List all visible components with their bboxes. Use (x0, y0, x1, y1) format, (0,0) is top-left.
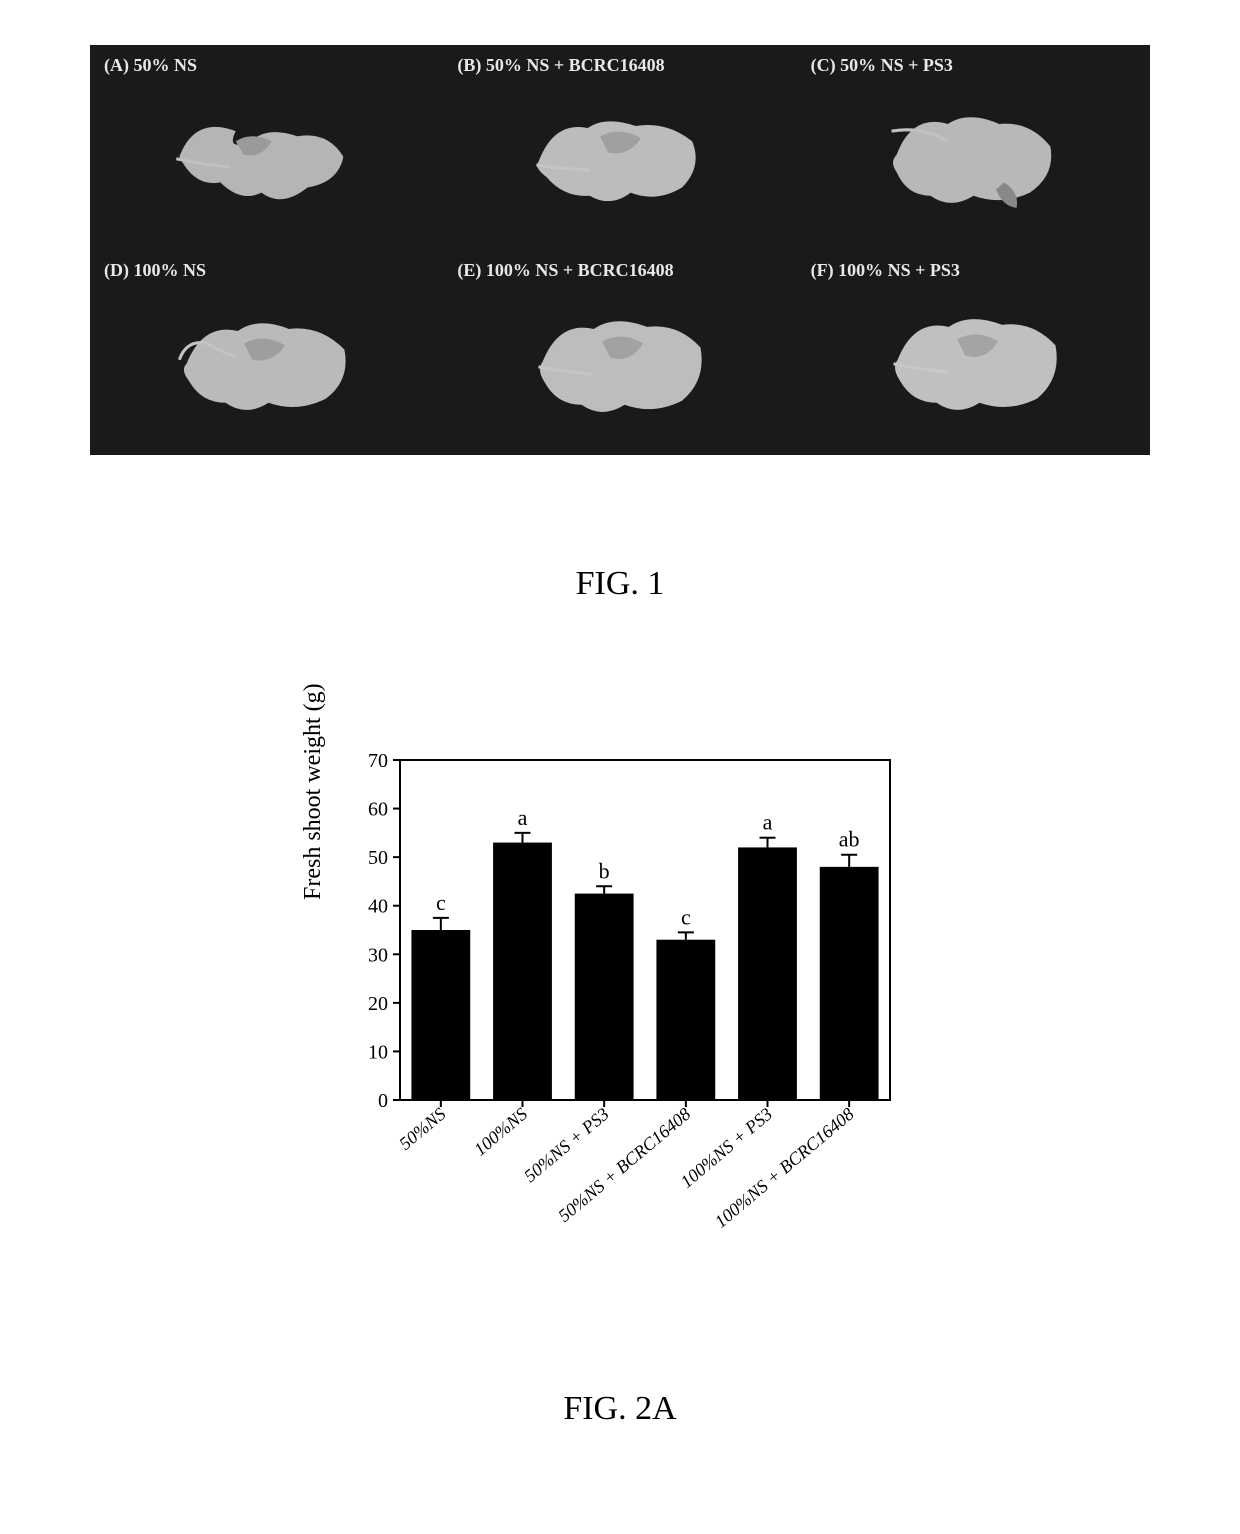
figure2a-caption: FIG. 2A (0, 1390, 1240, 1428)
panel-f-label: (F) 100% NS + PS3 (811, 260, 960, 281)
panel-e: (E) 100% NS + BCRC16408 (443, 250, 796, 455)
svg-text:100%NS: 100%NS (470, 1104, 531, 1160)
figure1-image-grid: (A) 50% NS (B) 50% NS + BCRC16408 (C) 50… (90, 45, 1150, 455)
svg-text:40: 40 (368, 896, 388, 918)
panel-e-label: (E) 100% NS + BCRC16408 (457, 260, 673, 281)
svg-text:a: a (518, 805, 528, 830)
svg-text:a: a (763, 810, 773, 835)
panel-b-label: (B) 50% NS + BCRC16408 (457, 55, 664, 76)
svg-text:10: 10 (368, 1041, 388, 1063)
figure1-caption: FIG. 1 (0, 565, 1240, 603)
panel-f: (F) 100% NS + PS3 (797, 250, 1150, 455)
y-axis-label: Fresh shoot weight (g) (300, 683, 327, 900)
svg-text:100%NS + BCRC16408: 100%NS + BCRC16408 (711, 1104, 858, 1232)
panel-a-label: (A) 50% NS (104, 55, 197, 76)
plant-photo-placeholder (134, 290, 399, 434)
svg-text:50%NS: 50%NS (395, 1104, 449, 1154)
svg-text:20: 20 (368, 993, 388, 1015)
panel-c: (C) 50% NS + PS3 (797, 45, 1150, 250)
panel-c-label: (C) 50% NS + PS3 (811, 55, 953, 76)
svg-text:c: c (681, 904, 691, 929)
svg-text:70: 70 (368, 750, 388, 772)
plant-photo-placeholder (841, 85, 1106, 229)
panel-b: (B) 50% NS + BCRC16408 (443, 45, 796, 250)
plant-photo-placeholder (488, 85, 753, 229)
plant-photo-placeholder (488, 290, 753, 434)
svg-text:0: 0 (378, 1090, 388, 1112)
svg-text:60: 60 (368, 799, 388, 821)
bar-chart-svg: 010203040506070c50%NSa100%NSb50%NS + PS3… (310, 740, 930, 1340)
svg-text:c: c (436, 890, 446, 915)
svg-text:ab: ab (839, 827, 860, 852)
svg-text:b: b (599, 858, 610, 883)
panel-a: (A) 50% NS (90, 45, 443, 250)
figure2a-chart: Fresh shoot weight (g) 010203040506070c5… (310, 740, 930, 1340)
svg-text:30: 30 (368, 944, 388, 966)
plant-photo-placeholder (134, 85, 399, 229)
plant-photo-placeholder (841, 290, 1106, 434)
svg-text:50: 50 (368, 847, 388, 869)
panel-d-label: (D) 100% NS (104, 260, 206, 281)
panel-d: (D) 100% NS (90, 250, 443, 455)
svg-text:50%NS + BCRC16408: 50%NS + BCRC16408 (554, 1104, 694, 1226)
